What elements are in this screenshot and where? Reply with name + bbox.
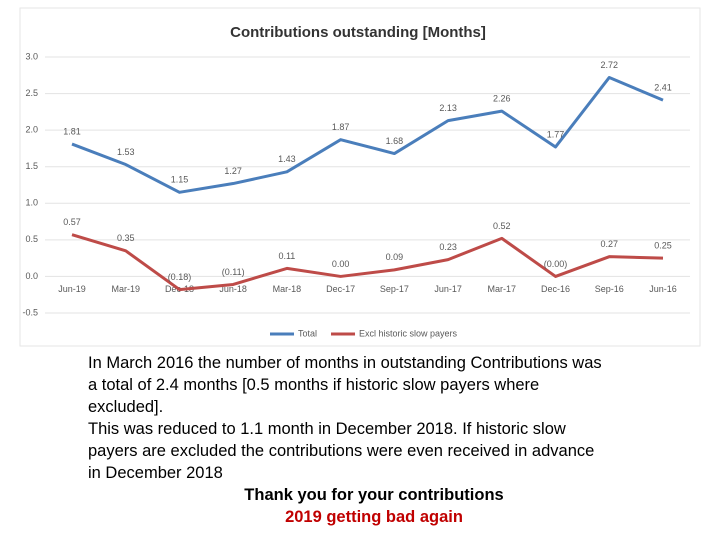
x-tick-label: Jun-17 [434, 284, 462, 294]
y-tick-label: 3.0 [25, 51, 38, 61]
data-label: 1.43 [278, 154, 296, 164]
y-tick-label: 2.0 [25, 125, 38, 135]
data-label: 2.72 [601, 60, 619, 70]
data-label: 0.25 [654, 241, 672, 251]
x-tick-label: Mar-19 [111, 284, 140, 294]
data-label: 1.87 [332, 122, 350, 132]
legend-label: Excl historic slow payers [359, 328, 458, 338]
data-label: 1.68 [386, 136, 404, 146]
data-label: 0.00 [332, 259, 350, 269]
data-label: 0.11 [278, 251, 295, 261]
y-tick-label: 0.5 [25, 234, 38, 244]
data-label: 0.27 [601, 239, 619, 249]
chart-frame [19, 7, 701, 347]
data-label: 2.26 [493, 94, 511, 104]
x-tick-label: Sep-16 [595, 284, 624, 294]
x-tick-label: Mar-18 [273, 284, 302, 294]
x-tick-label: Mar-17 [488, 284, 517, 294]
thanks-line: Thank you for your contributions [244, 486, 504, 504]
note-line: excluded]. [88, 398, 164, 416]
data-label: 2.13 [439, 103, 457, 113]
x-tick-label: Jun-18 [219, 284, 247, 294]
data-label: 0.35 [117, 233, 135, 243]
x-tick-label: Jun-16 [649, 284, 677, 294]
x-tick-label: Dec-16 [541, 284, 570, 294]
note-line: This was reduced to 1.1 month in Decembe… [88, 420, 566, 438]
note-line: In March 2016 the number of months in ou… [88, 354, 602, 372]
y-tick-label: 0.0 [25, 271, 38, 281]
x-tick-label: Dec-17 [326, 284, 355, 294]
chart-title: Contributions outstanding [Months] [230, 24, 486, 41]
note-line: payers are excluded the contributions we… [88, 442, 595, 460]
y-tick-label: 2.5 [25, 88, 38, 98]
y-tick-label: -0.5 [22, 307, 38, 317]
notes: In March 2016 the number of months in ou… [88, 352, 688, 528]
note-line: in December 2018 [88, 464, 223, 482]
data-label: 1.27 [224, 166, 242, 176]
data-label: 1.77 [547, 129, 565, 139]
data-label: 1.81 [63, 126, 81, 136]
x-tick-label: Sep-17 [380, 284, 409, 294]
data-label: (0.18) [168, 272, 192, 282]
y-tick-label: 1.5 [25, 161, 38, 171]
data-label: 0.52 [493, 221, 511, 231]
data-label: 0.09 [386, 252, 404, 262]
note-line: a total of 2.4 months [0.5 months if his… [88, 376, 540, 394]
data-label: 0.57 [63, 217, 81, 227]
data-label: 1.53 [117, 147, 135, 157]
y-tick-label: 1.0 [25, 198, 38, 208]
legend-label: Total [298, 328, 317, 338]
data-label: 0.23 [439, 242, 457, 252]
x-tick-label: Jun-19 [58, 284, 86, 294]
series-line [71, 233, 664, 292]
chart: Contributions outstanding [Months] -0.5 0… [19, 7, 701, 347]
warning-line: 2019 getting bad again [285, 508, 463, 526]
data-label: 1.15 [171, 175, 189, 185]
series-line [71, 75, 664, 194]
data-label: 2.41 [654, 83, 672, 93]
data-label: (0.11) [222, 267, 245, 277]
data-label: (0.00) [544, 259, 568, 269]
